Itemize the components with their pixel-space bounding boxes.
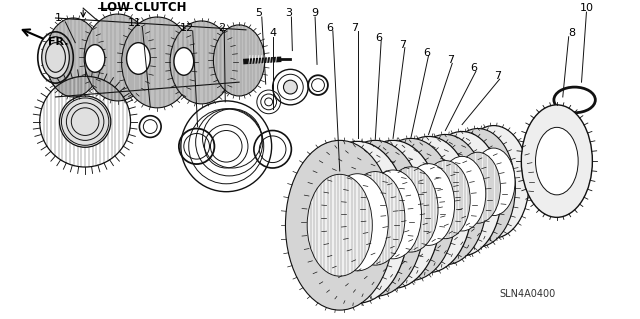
Text: 11: 11 (127, 18, 141, 28)
Text: 9: 9 (312, 8, 319, 18)
Text: 7: 7 (351, 23, 358, 33)
Ellipse shape (42, 37, 69, 78)
Ellipse shape (284, 80, 298, 94)
Text: 5: 5 (255, 8, 262, 18)
Ellipse shape (422, 131, 502, 256)
Ellipse shape (383, 167, 438, 252)
Text: 6: 6 (376, 33, 383, 43)
Ellipse shape (84, 14, 151, 101)
Ellipse shape (365, 170, 422, 259)
Text: 10: 10 (579, 3, 593, 13)
Text: 7: 7 (494, 71, 501, 81)
Ellipse shape (404, 134, 487, 265)
Ellipse shape (285, 140, 394, 310)
Ellipse shape (213, 25, 265, 96)
Text: FR.: FR. (47, 37, 68, 47)
Ellipse shape (45, 18, 101, 97)
Ellipse shape (472, 148, 515, 216)
Ellipse shape (458, 126, 529, 238)
Ellipse shape (346, 172, 405, 265)
Text: 7: 7 (447, 56, 454, 65)
Ellipse shape (326, 174, 388, 271)
Ellipse shape (122, 17, 193, 108)
Ellipse shape (174, 48, 194, 75)
Ellipse shape (307, 174, 372, 276)
Text: SLN4A0400: SLN4A0400 (499, 289, 556, 299)
Ellipse shape (365, 138, 456, 280)
Text: 2: 2 (218, 23, 225, 33)
Text: 6: 6 (326, 23, 333, 33)
Ellipse shape (522, 105, 593, 217)
Text: 4: 4 (269, 28, 276, 38)
Ellipse shape (420, 160, 470, 239)
Ellipse shape (127, 43, 150, 74)
Ellipse shape (60, 96, 111, 147)
Text: 8: 8 (568, 28, 575, 38)
Ellipse shape (170, 21, 233, 104)
Text: 12: 12 (180, 23, 194, 33)
Ellipse shape (85, 45, 105, 72)
Text: LOW CLUTCH: LOW CLUTCH (100, 1, 186, 14)
Text: 6: 6 (470, 63, 477, 73)
Ellipse shape (403, 164, 454, 245)
Text: 7: 7 (399, 40, 406, 50)
Ellipse shape (306, 141, 409, 303)
Text: 3: 3 (285, 8, 292, 18)
Ellipse shape (385, 137, 472, 273)
Ellipse shape (438, 156, 486, 231)
Ellipse shape (326, 140, 424, 296)
Ellipse shape (536, 127, 578, 195)
Ellipse shape (456, 152, 500, 223)
Text: 1: 1 (55, 13, 62, 23)
Ellipse shape (440, 129, 515, 247)
Text: 6: 6 (423, 48, 430, 57)
Ellipse shape (346, 140, 440, 288)
